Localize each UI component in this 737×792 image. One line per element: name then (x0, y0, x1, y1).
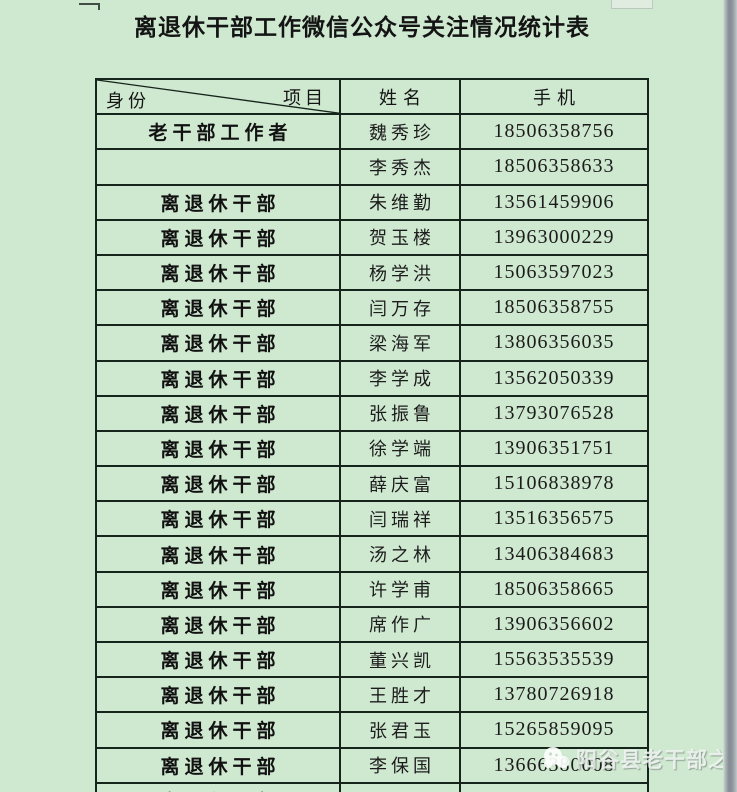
table-row: 离退休干部 张君玉 15265859095 (95, 711, 649, 749)
name-cell: 朱维勤 (339, 183, 461, 221)
header-label-item: 项目 (283, 88, 327, 108)
phone-cell: 13806356035 (459, 324, 649, 362)
header-cell-phone: 手机 (459, 77, 649, 116)
name-cell: 许学甫 (339, 570, 461, 608)
phone-cell: 13906356602 (459, 605, 649, 644)
phone-cell: 15563535539 (459, 640, 649, 679)
name-cell: 李保国 (339, 746, 461, 784)
name-cell: 张振鲁 (339, 394, 461, 432)
identity-cell: 离退休干部 (95, 183, 341, 221)
identity-cell: 离退休干部 (95, 465, 341, 503)
identity-cell: 离退休干部 (95, 359, 341, 397)
header-cell-name: 姓名 (339, 77, 461, 116)
phone-cell: 13406384683 (459, 535, 649, 573)
phone-cell: 13561459906 (459, 183, 649, 221)
page-title: 离退休干部工作微信公众号关注情况统计表 (134, 14, 590, 40)
phone-cell: 13906351751 (459, 429, 649, 468)
phone-cell: 18506358755 (459, 289, 649, 327)
identity-cell: 离退休干部 (95, 429, 341, 468)
table-row: 离退休干部 闫瑞祥 13516356575 (95, 500, 649, 538)
identity-cell: 离退休干部 (95, 218, 341, 256)
name-cell: 席作广 (339, 605, 461, 644)
phone-cell: 15063597023 (459, 253, 649, 292)
phone-cell (459, 781, 649, 792)
identity-cell: 离退休干部 (95, 500, 341, 538)
table-row: 离退休干部 贺玉楼 13963000229 (95, 218, 649, 256)
name-cell: 张君玉 (339, 711, 461, 749)
page-edge-shadow (723, 0, 737, 792)
table-row: 离退休干部 薛庆富 15106838978 (95, 465, 649, 503)
name-cell: 李学成 (339, 359, 461, 397)
table-row: 离退休干部 朱维勤 13561459906 (95, 183, 649, 221)
name-cell (339, 781, 461, 792)
identity-cell: 离退休干部 (95, 746, 341, 784)
table-row: 离退休干部 (95, 781, 649, 792)
name-cell: 魏秀珍 (339, 113, 461, 151)
table-row: 离退休干部 汤之林 13406384683 (95, 535, 649, 573)
phone-cell: 13963000229 (459, 218, 649, 256)
phone-cell: 13793076528 (459, 394, 649, 432)
table-row: 离退休干部 许学甫 18506358665 (95, 570, 649, 608)
name-cell: 闫万存 (339, 289, 461, 327)
name-cell: 杨学洪 (339, 253, 461, 292)
table-row: 离退休干部 梁海军 13806356035 (95, 324, 649, 362)
identity-cell: 老干部工作者 (95, 113, 341, 151)
phone-cell: 15106838978 (459, 465, 649, 503)
watermark-text: 阳谷县老干部之家 (576, 748, 737, 772)
table-row: 离退休干部 闫万存 18506358755 (95, 289, 649, 327)
name-cell: 董兴凯 (339, 640, 461, 679)
name-cell: 徐学端 (339, 429, 461, 468)
identity-cell: 离退休干部 (95, 781, 341, 792)
name-cell: 李秀杰 (339, 148, 461, 186)
table-row: 离退休干部 张振鲁 13793076528 (95, 394, 649, 432)
table-row: 离退休干部 席作广 13906356602 (95, 605, 649, 644)
diagonal-line (99, 81, 337, 113)
phone-cell: 18506358665 (459, 570, 649, 608)
name-cell: 薛庆富 (339, 465, 461, 503)
stats-table: 身份 项目 姓名 手机 老干部工作者 魏秀珍 18506358756 李秀杰 1… (95, 77, 649, 792)
phone-cell: 13516356575 (459, 500, 649, 538)
name-cell: 贺玉楼 (339, 218, 461, 256)
phone-cell: 13780726918 (459, 676, 649, 714)
table-row: 离退休干部 李学成 13562050339 (95, 359, 649, 397)
identity-cell: 离退休干部 (95, 535, 341, 573)
watermark-logo-icon (544, 747, 569, 768)
identity-cell: 离退休干部 (95, 711, 341, 749)
header-cell-identity-item: 身份 项目 (95, 77, 341, 116)
phone-cell: 15265859095 (459, 711, 649, 749)
watermark: 阳谷县老干部之家 (541, 744, 737, 774)
identity-cell: 离退休干部 (95, 253, 341, 292)
identity-cell: 离退休干部 (95, 394, 341, 432)
identity-cell: 离退休干部 (95, 570, 341, 608)
header-label-identity: 身份 (106, 91, 150, 111)
identity-cell: 离退休干部 (95, 676, 341, 714)
identity-cell: 离退休干部 (95, 324, 341, 362)
phone-cell: 18506358756 (459, 113, 649, 151)
name-cell: 梁海军 (339, 324, 461, 362)
identity-cell: 离退休干部 (95, 289, 341, 327)
phone-cell: 18506358633 (459, 148, 649, 186)
table-row: 离退休干部 王胜才 13780726918 (95, 676, 649, 714)
table-row: 李秀杰 18506358633 (95, 148, 649, 186)
identity-cell (95, 148, 341, 186)
table-body: 老干部工作者 魏秀珍 18506358756 李秀杰 18506358633 离… (95, 113, 649, 792)
table-row: 离退休干部 徐学端 13906351751 (95, 429, 649, 468)
corner-mark (79, 3, 100, 10)
table-row: 离退休干部 杨学洪 15063597023 (95, 253, 649, 292)
identity-cell: 离退休干部 (95, 605, 341, 644)
identity-cell: 离退休干部 (95, 640, 341, 679)
table-row: 离退休干部 董兴凯 15563535539 (95, 640, 649, 679)
name-cell: 王胜才 (339, 676, 461, 714)
header-row: 身份 项目 姓名 手机 (95, 77, 649, 116)
name-cell: 汤之林 (339, 535, 461, 573)
phone-cell: 13562050339 (459, 359, 649, 397)
name-cell: 闫瑞祥 (339, 500, 461, 538)
table-row: 老干部工作者 魏秀珍 18506358756 (95, 113, 649, 151)
top-edge-artifact (611, 0, 653, 9)
